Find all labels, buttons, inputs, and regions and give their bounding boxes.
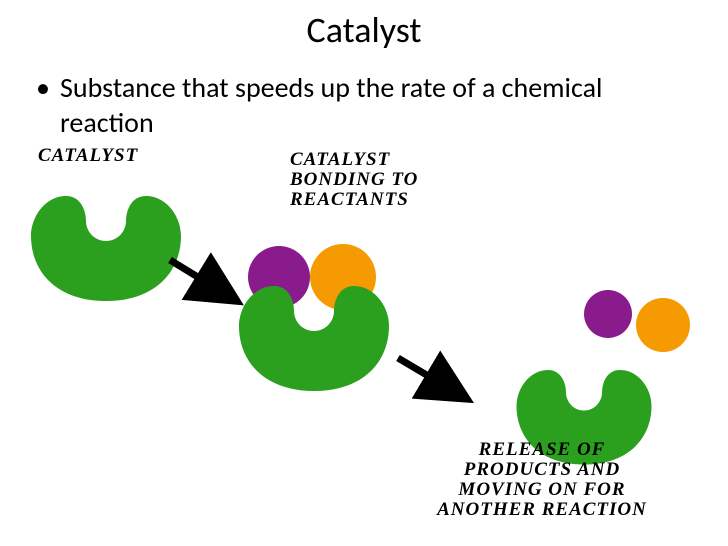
arrow-line-2: [398, 358, 462, 396]
slide-title: Catalyst: [0, 0, 728, 52]
reactant-a-stage3: [584, 290, 632, 338]
reactant-b-stage3: [636, 298, 690, 352]
bullet-list: Substance that speeds up the rate of a c…: [0, 52, 728, 140]
label-stage3: RELEASE OFPRODUCTS ANDMOVING ON FORANOTH…: [382, 440, 702, 520]
catalyst-diagram: CATALYST CATALYSTBONDING TOREACTANTS REL…: [0, 140, 728, 546]
bullet-item: Substance that speeds up the rate of a c…: [30, 70, 698, 140]
